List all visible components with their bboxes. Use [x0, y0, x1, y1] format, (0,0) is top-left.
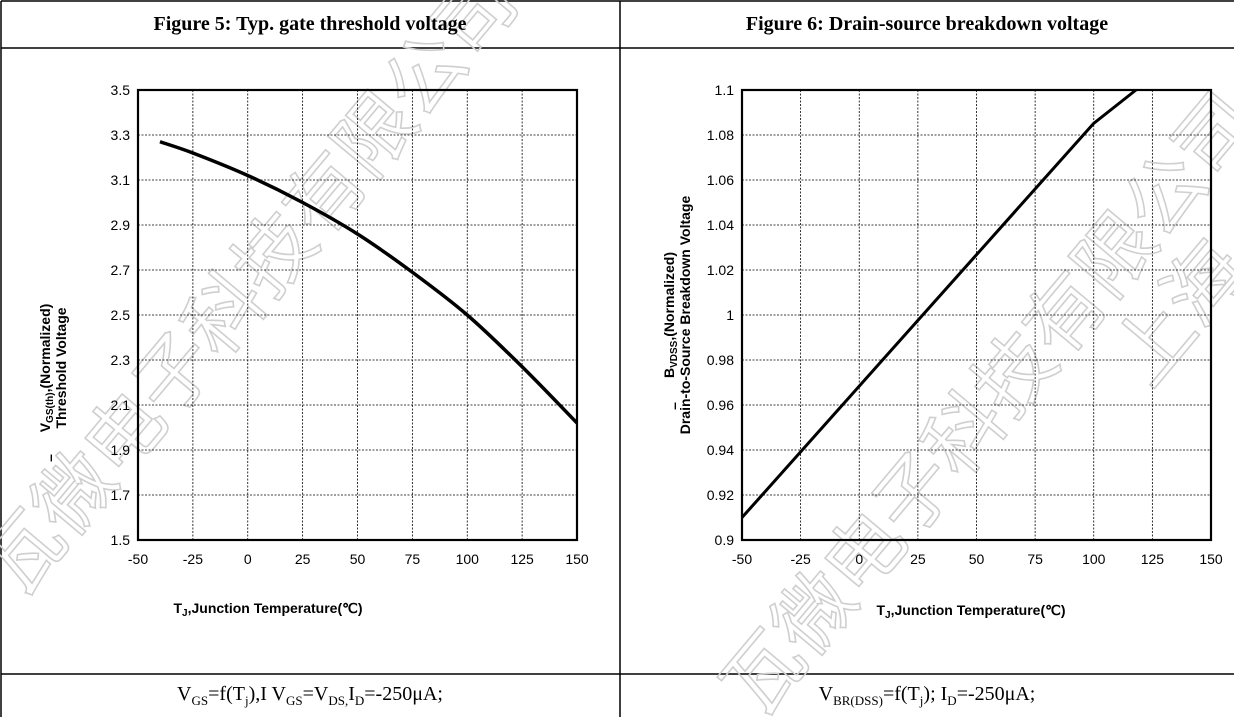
svg-text:VGS(th),(Normalized): VGS(th),(Normalized)	[37, 304, 56, 433]
svg-text:Threshold Voltage: Threshold Voltage	[53, 307, 69, 428]
figure6-xtick-label: -50	[732, 551, 752, 567]
figure5-plot-frame	[136, 88, 579, 542]
figure6-ytick-label: 0.9	[715, 532, 735, 548]
figure5-xtick-label: -25	[183, 551, 203, 567]
figure5-ytick-label: 2.9	[111, 217, 131, 233]
figure5-xtick-label: 150	[565, 551, 589, 567]
figure5-caption: VGS=f(Tj),I VGS=VDS,ID=-250μA;	[0, 674, 620, 717]
figure5-ytick-label: 3.5	[111, 82, 131, 98]
figure5-series-line	[159, 140, 579, 425]
figure5-ytick-label: 3.3	[111, 127, 131, 143]
figure5-ytick-label: 1.7	[111, 487, 131, 503]
figure6-xlabel: TJ,Junction Temperature(℃)	[876, 602, 1065, 621]
figure6-xtick-label: 0	[855, 551, 863, 567]
figure5-ytick-label: 2.7	[111, 262, 131, 278]
figure5-xtick-label: -50	[128, 551, 148, 567]
figure6-xtick-label: 100	[1082, 551, 1106, 567]
figure6-caption: VBR(DSS)=f(Tj); ID=-250μA;	[620, 674, 1234, 717]
figure6-xtick-label: -25	[791, 551, 811, 567]
figure5-chart: 1.5 1.7 1.9 2.1 2.3 2.5 2.7 2.9 3.1 3.3 3.5 -50 -25…	[37, 82, 589, 619]
figure5-ylabel: VGS(th),(Normalized) Threshold Voltage	[37, 304, 69, 433]
figure6-plot-frame	[740, 88, 1213, 542]
figure5-ytick-label: 1.5	[111, 532, 131, 548]
figure5-xtick-label: 25	[295, 551, 311, 567]
figure6-ytick-label: 1.1	[715, 82, 735, 98]
figure6-caption-text: VBR(DSS)=f(Tj); ID=-250μA;	[818, 682, 1036, 708]
figure6-ytick-label: 0.92	[707, 487, 734, 503]
figure5-ytick-label: 1.9	[111, 442, 131, 458]
figure5-ytick-label: 2.3	[111, 352, 131, 368]
figure5-ytick-label: 2.5	[111, 307, 131, 323]
figure5-xlabel: TJ,Junction Temperature(℃)	[173, 600, 362, 619]
figure6-xtick-label: 75	[1027, 551, 1043, 567]
figure6-ytick-label: 1.02	[707, 262, 734, 278]
figure6-ytick-label: 1.04	[707, 217, 734, 233]
figure6-ytick-label: 0.98	[707, 352, 734, 368]
figure5-ylabel-dash: –	[42, 454, 58, 462]
figure6-xtick-label: 25	[910, 551, 926, 567]
svg-text:Drain-to-Source Breakdown Volt: Drain-to-Source Breakdown Voltage	[677, 196, 693, 435]
svg-text:BVDSS,(Normalized): BVDSS,(Normalized)	[661, 252, 680, 378]
figure5-xtick-label: 75	[405, 551, 421, 567]
figure5-xtick-label: 125	[510, 551, 534, 567]
figure5-ytick-label: 2.1	[111, 397, 131, 413]
figure6-ytick-label: 1	[726, 307, 734, 323]
figure5-title: Figure 5: Typ. gate threshold voltage	[153, 12, 467, 35]
figure6-xtick-label: 150	[1199, 551, 1223, 567]
figure5-xtick-label: 0	[244, 551, 252, 567]
figure6-series-line	[740, 88, 1137, 519]
figure5-ytick-label: 3.1	[111, 172, 131, 188]
figure6-ylabel-dash: –	[666, 402, 682, 410]
figure6-chart: 0.90.920.940.960.9811.021.041.061.081.1 …	[661, 82, 1223, 621]
figure6-ylabel: BVDSS,(Normalized) Drain-to-Source Break…	[661, 196, 693, 435]
figure6-ytick-label: 0.94	[707, 442, 734, 458]
figure6-xtick-label: 50	[969, 551, 985, 567]
figure6-ytick-label: 0.96	[707, 397, 734, 413]
figure5-xtick-label: 50	[350, 551, 366, 567]
figure5-xtick-label: 100	[456, 551, 480, 567]
figure6-xtick-label: 125	[1141, 551, 1165, 567]
figure5-caption-text: VGS=f(Tj),I VGS=VDS,ID=-250μA;	[177, 682, 443, 708]
figure6-title: Figure 6: Drain-source breakdown voltage	[745, 12, 1109, 35]
figure6-ytick-label: 1.06	[707, 172, 734, 188]
figure6-ytick-label: 1.08	[707, 127, 734, 143]
